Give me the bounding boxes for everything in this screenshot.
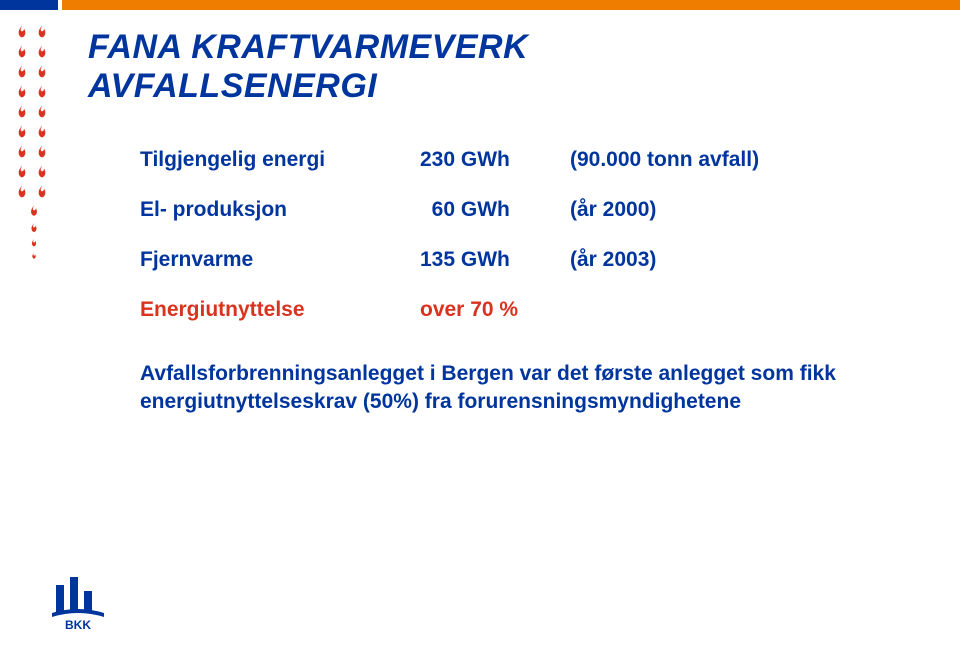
top-bar <box>0 0 960 10</box>
flame-icon <box>14 104 30 120</box>
flame-icon <box>29 238 39 248</box>
flame-icon <box>14 84 30 100</box>
flame-icon <box>30 252 38 260</box>
flame-row <box>14 238 54 248</box>
flame-row <box>14 222 54 234</box>
row-note: (år 2000) <box>570 198 790 222</box>
flame-icon <box>27 204 41 218</box>
flame-icon <box>14 64 30 80</box>
flame-row <box>14 184 54 200</box>
flame-row <box>14 24 54 40</box>
flame-row <box>14 204 54 218</box>
flame-icon <box>34 164 50 180</box>
utilization-value: over 70 % <box>420 298 518 322</box>
flame-icon <box>14 24 30 40</box>
flame-row <box>14 84 54 100</box>
flame-icon <box>34 124 50 140</box>
flame-icon <box>34 84 50 100</box>
flame-row <box>14 64 54 80</box>
footnote: Avfallsforbrenningsanlegget i Bergen var… <box>140 360 840 417</box>
top-bar-right <box>62 0 960 10</box>
flame-row <box>14 144 54 160</box>
flame-icon <box>14 44 30 60</box>
row-label: Fjernvarme <box>140 248 420 272</box>
bkk-logo: BKK <box>48 567 108 636</box>
row-value: 60 GWh <box>420 198 570 222</box>
logo-text: BKK <box>65 618 91 631</box>
title-line-1: FANA KRAFTVARMEVERK <box>88 28 528 67</box>
flame-icon <box>34 64 50 80</box>
top-bar-left <box>0 0 58 10</box>
data-row: Tilgjengelig energi230 GWh(90.000 tonn a… <box>140 148 790 172</box>
title-line-2: AVFALLSENERGI <box>88 67 528 106</box>
utilization-row: Energiutnyttelseover 70 % <box>140 298 790 322</box>
flame-icon <box>14 164 30 180</box>
flame-icon <box>34 184 50 200</box>
row-note: (90.000 tonn avfall) <box>570 148 790 172</box>
flame-icon <box>34 24 50 40</box>
flame-icon <box>28 222 40 234</box>
row-label: Tilgjengelig energi <box>140 148 420 172</box>
flame-row <box>14 44 54 60</box>
flame-row <box>14 252 54 260</box>
data-table: Tilgjengelig energi230 GWh(90.000 tonn a… <box>140 148 790 322</box>
row-label: El- produksjon <box>140 198 420 222</box>
row-note: (år 2003) <box>570 248 790 272</box>
flame-icon <box>14 184 30 200</box>
flame-icon <box>34 44 50 60</box>
flame-row <box>14 164 54 180</box>
flame-column <box>14 24 54 264</box>
data-row: Fjernvarme135 GWh(år 2003) <box>140 248 790 272</box>
flame-icon <box>14 124 30 140</box>
bkk-logo-svg: BKK <box>48 567 108 631</box>
row-value: 135 GWh <box>420 248 570 272</box>
flame-row <box>14 124 54 140</box>
data-row: El- produksjon 60 GWh(år 2000) <box>140 198 790 222</box>
flame-icon <box>14 144 30 160</box>
flame-icon <box>34 104 50 120</box>
title-block: FANA KRAFTVARMEVERK AVFALLSENERGI <box>88 28 528 106</box>
flame-icon <box>34 144 50 160</box>
flame-row <box>14 104 54 120</box>
utilization-label: Energiutnyttelse <box>140 298 420 322</box>
row-value: 230 GWh <box>420 148 570 172</box>
